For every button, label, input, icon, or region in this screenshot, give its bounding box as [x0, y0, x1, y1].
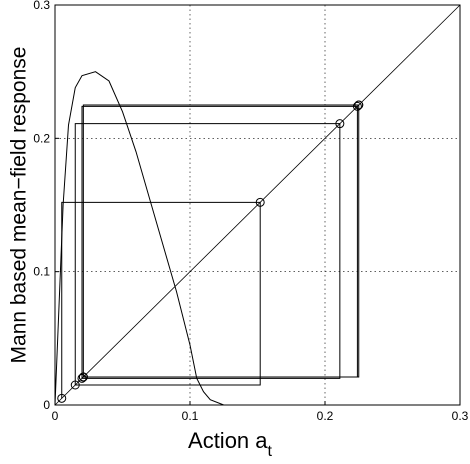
x-axis-label: Action at: [188, 428, 273, 460]
y-tick-label: 0: [43, 398, 50, 412]
iterate-marker: [70, 380, 80, 390]
iterate-marker: [335, 119, 345, 129]
x-tick-label: 0.1: [182, 409, 199, 423]
y-tick-label: 0.3: [33, 0, 50, 12]
iterate-marker: [77, 373, 87, 383]
iterate-marker: [57, 393, 67, 403]
cobweb-path: [61, 104, 360, 399]
y-tick-label: 0.2: [33, 131, 50, 145]
iterate-marker: [255, 197, 265, 207]
axes-box: [54, 4, 461, 406]
iterate-marker: [354, 100, 364, 110]
x-label-sub: t: [268, 443, 273, 460]
y-tick-label: 0.1: [33, 265, 50, 279]
iterate-marker: [78, 372, 88, 382]
x-tick-label: 0: [52, 409, 59, 423]
response-curve: [54, 71, 224, 406]
x-tick-label: 0.3: [452, 409, 469, 423]
iterate-marker: [352, 101, 362, 111]
x-label-main: Action a: [188, 428, 268, 453]
x-tick-label: 0.2: [317, 409, 334, 423]
y-axis-label: Mann based mean−field response: [8, 47, 31, 364]
